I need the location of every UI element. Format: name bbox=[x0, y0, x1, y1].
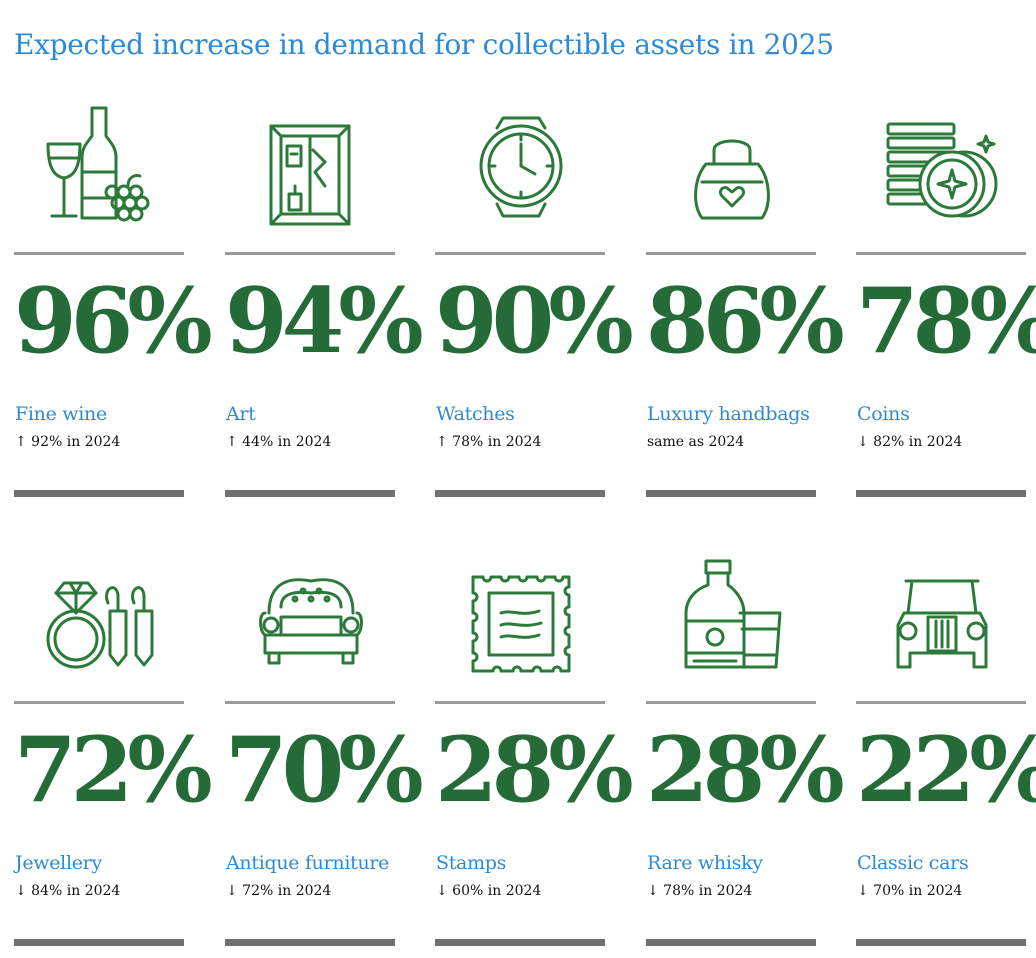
value-percent: 94% bbox=[225, 268, 424, 374]
art-icon bbox=[225, 106, 397, 241]
car-icon bbox=[856, 555, 1028, 690]
bottom-rule bbox=[225, 939, 395, 946]
value-percent: 78% bbox=[856, 268, 1036, 374]
coins-icon bbox=[856, 106, 1028, 241]
bottom-rule bbox=[856, 490, 1026, 497]
trend-text: ↑ 92% in 2024 bbox=[15, 434, 121, 450]
category-label: Antique furniture bbox=[226, 852, 390, 874]
top-rule bbox=[225, 701, 395, 704]
top-rule bbox=[646, 252, 816, 255]
top-rule bbox=[435, 252, 605, 255]
value-percent: 22% bbox=[856, 717, 1036, 823]
category-label: Luxury handbags bbox=[647, 403, 810, 425]
bottom-rule bbox=[14, 490, 184, 497]
wine-icon bbox=[14, 106, 186, 241]
trend-text: ↑ 78% in 2024 bbox=[436, 434, 542, 450]
trend-text: ↓ 78% in 2024 bbox=[647, 883, 753, 899]
top-rule bbox=[435, 701, 605, 704]
category-label: Art bbox=[226, 403, 256, 425]
bottom-rule bbox=[435, 490, 605, 497]
whisky-icon bbox=[646, 555, 818, 690]
value-percent: 28% bbox=[435, 717, 634, 823]
value-percent: 90% bbox=[435, 268, 634, 374]
top-rule bbox=[14, 701, 184, 704]
bottom-rule bbox=[435, 939, 605, 946]
bottom-rule bbox=[14, 939, 184, 946]
handbag-icon bbox=[646, 106, 818, 241]
value-percent: 86% bbox=[646, 268, 845, 374]
category-label: Stamps bbox=[436, 852, 507, 874]
top-rule bbox=[646, 701, 816, 704]
category-label: Rare whisky bbox=[647, 852, 763, 874]
category-label: Coins bbox=[857, 403, 910, 425]
value-percent: 70% bbox=[225, 717, 424, 823]
furniture-icon bbox=[225, 555, 397, 690]
value-percent: 72% bbox=[14, 717, 213, 823]
bottom-rule bbox=[225, 490, 395, 497]
trend-text: ↓ 60% in 2024 bbox=[436, 883, 542, 899]
trend-text: same as 2024 bbox=[647, 434, 745, 450]
trend-text: ↓ 84% in 2024 bbox=[15, 883, 121, 899]
trend-text: ↓ 82% in 2024 bbox=[857, 434, 963, 450]
chart-title: Expected increase in demand for collecti… bbox=[14, 28, 834, 61]
jewellery-icon bbox=[14, 555, 186, 690]
bottom-rule bbox=[646, 490, 816, 497]
category-label: Watches bbox=[436, 403, 515, 425]
top-rule bbox=[856, 252, 1026, 255]
category-label: Classic cars bbox=[857, 852, 969, 874]
value-percent: 28% bbox=[646, 717, 845, 823]
category-label: Jewellery bbox=[15, 852, 102, 874]
top-rule bbox=[225, 252, 395, 255]
trend-text: ↓ 72% in 2024 bbox=[226, 883, 332, 899]
trend-text: ↑ 44% in 2024 bbox=[226, 434, 332, 450]
value-percent: 96% bbox=[14, 268, 213, 374]
stamp-icon bbox=[435, 555, 607, 690]
trend-text: ↓ 70% in 2024 bbox=[857, 883, 963, 899]
category-label: Fine wine bbox=[15, 403, 107, 425]
top-rule bbox=[14, 252, 184, 255]
top-rule bbox=[856, 701, 1026, 704]
watch-icon bbox=[435, 106, 607, 241]
bottom-rule bbox=[856, 939, 1026, 946]
bottom-rule bbox=[646, 939, 816, 946]
